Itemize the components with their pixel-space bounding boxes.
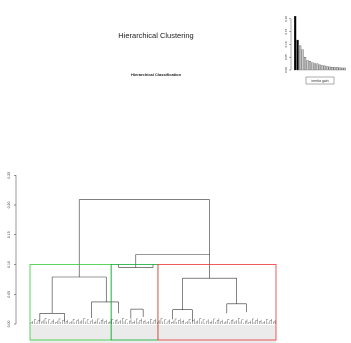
inset-bar — [333, 67, 336, 71]
main-title: Hierarchical Clustering — [118, 31, 194, 40]
inset-bar — [328, 66, 331, 71]
inset-bar — [301, 49, 304, 71]
inset-bar — [299, 45, 302, 71]
inset-bar — [341, 67, 344, 71]
inset-bar — [303, 57, 307, 71]
y-tick-label: 0.15 — [7, 231, 11, 238]
y-tick-label: 0.25 — [7, 172, 11, 179]
dendrogram: 0.00 0.05 0.10 0.15 0.20 0.25 — [7, 172, 277, 343]
y-tick-label: 0.20 — [7, 202, 11, 209]
inset-legend-box — [305, 76, 335, 85]
inertia-bar-chart: 0.00 0.05 0.10 0.15 0.20 inertia gain — [284, 16, 346, 85]
inset-bar — [343, 67, 346, 71]
inset-bar — [331, 67, 334, 71]
inset-bar — [316, 63, 319, 71]
inset-bar — [306, 60, 309, 71]
y-tick-label: 0.10 — [7, 261, 11, 268]
y-tick-label: 0.05 — [7, 291, 11, 298]
dendrogram-title: Hierarchical Classification — [130, 72, 182, 77]
inset-bar — [318, 64, 321, 71]
inset-y-tick-label: 0.15 — [284, 28, 288, 34]
leaf-labels-band — [30, 325, 276, 343]
inset-bar — [338, 67, 341, 71]
inset-bar — [308, 61, 312, 71]
inset-bar — [313, 63, 317, 71]
inset-bar — [326, 66, 329, 71]
inset-y-tick-label: 0.00 — [284, 67, 288, 73]
y-tick-label: 0.00 — [7, 321, 11, 328]
inset-y-tick-label: 0.20 — [284, 16, 288, 22]
inset-bar — [294, 16, 297, 71]
inset-bar — [321, 65, 324, 71]
inset-bar — [336, 67, 339, 71]
inset-legend-label: inertia gain — [311, 79, 328, 83]
cluster-box — [157, 264, 277, 341]
inset-bar — [323, 65, 326, 71]
inset-bar — [311, 62, 314, 71]
inset-y-tick-label: 0.10 — [284, 41, 288, 47]
inset-y-tick-label: 0.05 — [284, 54, 288, 60]
inset-bar — [296, 39, 299, 71]
